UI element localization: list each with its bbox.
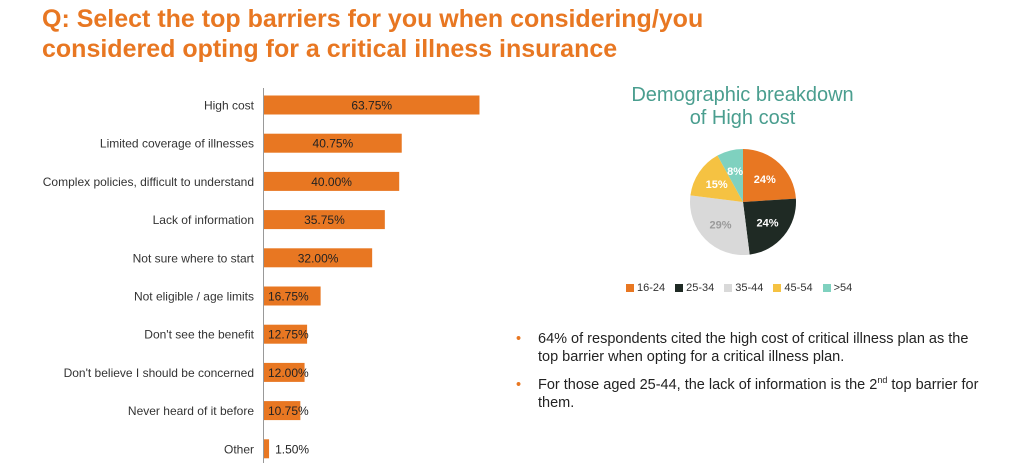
bullet-marker: • [516,377,522,393]
category-label: Lack of information [153,213,254,227]
data-label: 12.00% [268,366,309,380]
category-label: Not sure where to start [133,251,255,265]
bar [264,286,321,306]
bar [264,362,305,382]
ordinal-suffix: nd [877,375,888,386]
bullet-marker: • [516,331,522,347]
data-label: 10.75% [268,404,309,418]
category-label: Not eligible / age limits [134,290,254,304]
insight-item: • For those aged 25-44, the lack of infor… [512,376,982,412]
legend-label: 45-54 [784,282,813,294]
bar-axis-line [263,88,264,463]
legend-label: 35-44 [735,282,764,294]
bar [264,439,270,459]
insight-item: • 64% of respondents cited the high cost … [512,330,982,366]
legend-item-45-54: 45-54 [773,282,813,294]
legend-swatch [822,284,831,292]
pie-chart-title: Demographic breakdown of High cost [600,84,885,130]
bar [264,171,400,191]
bar [264,133,402,153]
data-label: 40.00% [311,175,352,189]
insight-text-start: For those aged 25-44, the lack of inform… [538,377,878,393]
legend-swatch [724,284,733,292]
pie-legend: 16-24 25-34 35-44 45-54 >54 [626,282,852,294]
legend-label: 16-24 [637,282,666,294]
category-label: Other [224,442,254,456]
chart-title: Q: Select the top barriers for you when … [42,5,704,63]
legend-swatch [626,284,634,292]
legend-label: 25-34 [686,282,715,294]
legend-item-16-24: 16-24 [626,282,665,294]
insight-text: 64% of respondents cited the high cost o… [538,331,969,365]
category-label: Limited coverage of illnesses [100,137,254,151]
legend-item-25-34: 25-34 [675,282,714,294]
bar [264,324,308,344]
bar [264,401,301,421]
insights-list: • 64% of respondents cited the high cost … [512,330,982,422]
bar [264,210,385,230]
data-label: 40.75% [313,137,354,151]
legend-item-35-44: 35-44 [724,282,763,294]
data-label: 63.75% [351,99,392,113]
category-label: Never heard of it before [128,404,254,418]
category-label: Don't believe I should be concerned [64,366,254,380]
category-label: High cost [204,99,255,113]
legend-item-over-54: >54 [822,282,853,294]
data-label: 16.75% [268,290,309,304]
insight-text-end: top barrier for them. [538,377,979,411]
pie-title-line-1: Demographic breakdown [631,84,854,106]
legend-swatch [773,284,782,292]
legend-label: >54 [833,282,853,294]
bar [264,248,373,268]
data-label: 35.75% [304,213,345,227]
legend-swatch [675,284,684,292]
pie-title-line-2: of High cost [689,107,796,129]
bar [264,95,480,115]
data-label: 1.50% [275,442,309,456]
data-label: 12.75% [268,328,309,342]
category-label: Don't see the benefit [144,328,254,342]
data-label: 32.00% [298,251,339,265]
category-label: Complex policies, difficult to understan… [43,175,254,189]
